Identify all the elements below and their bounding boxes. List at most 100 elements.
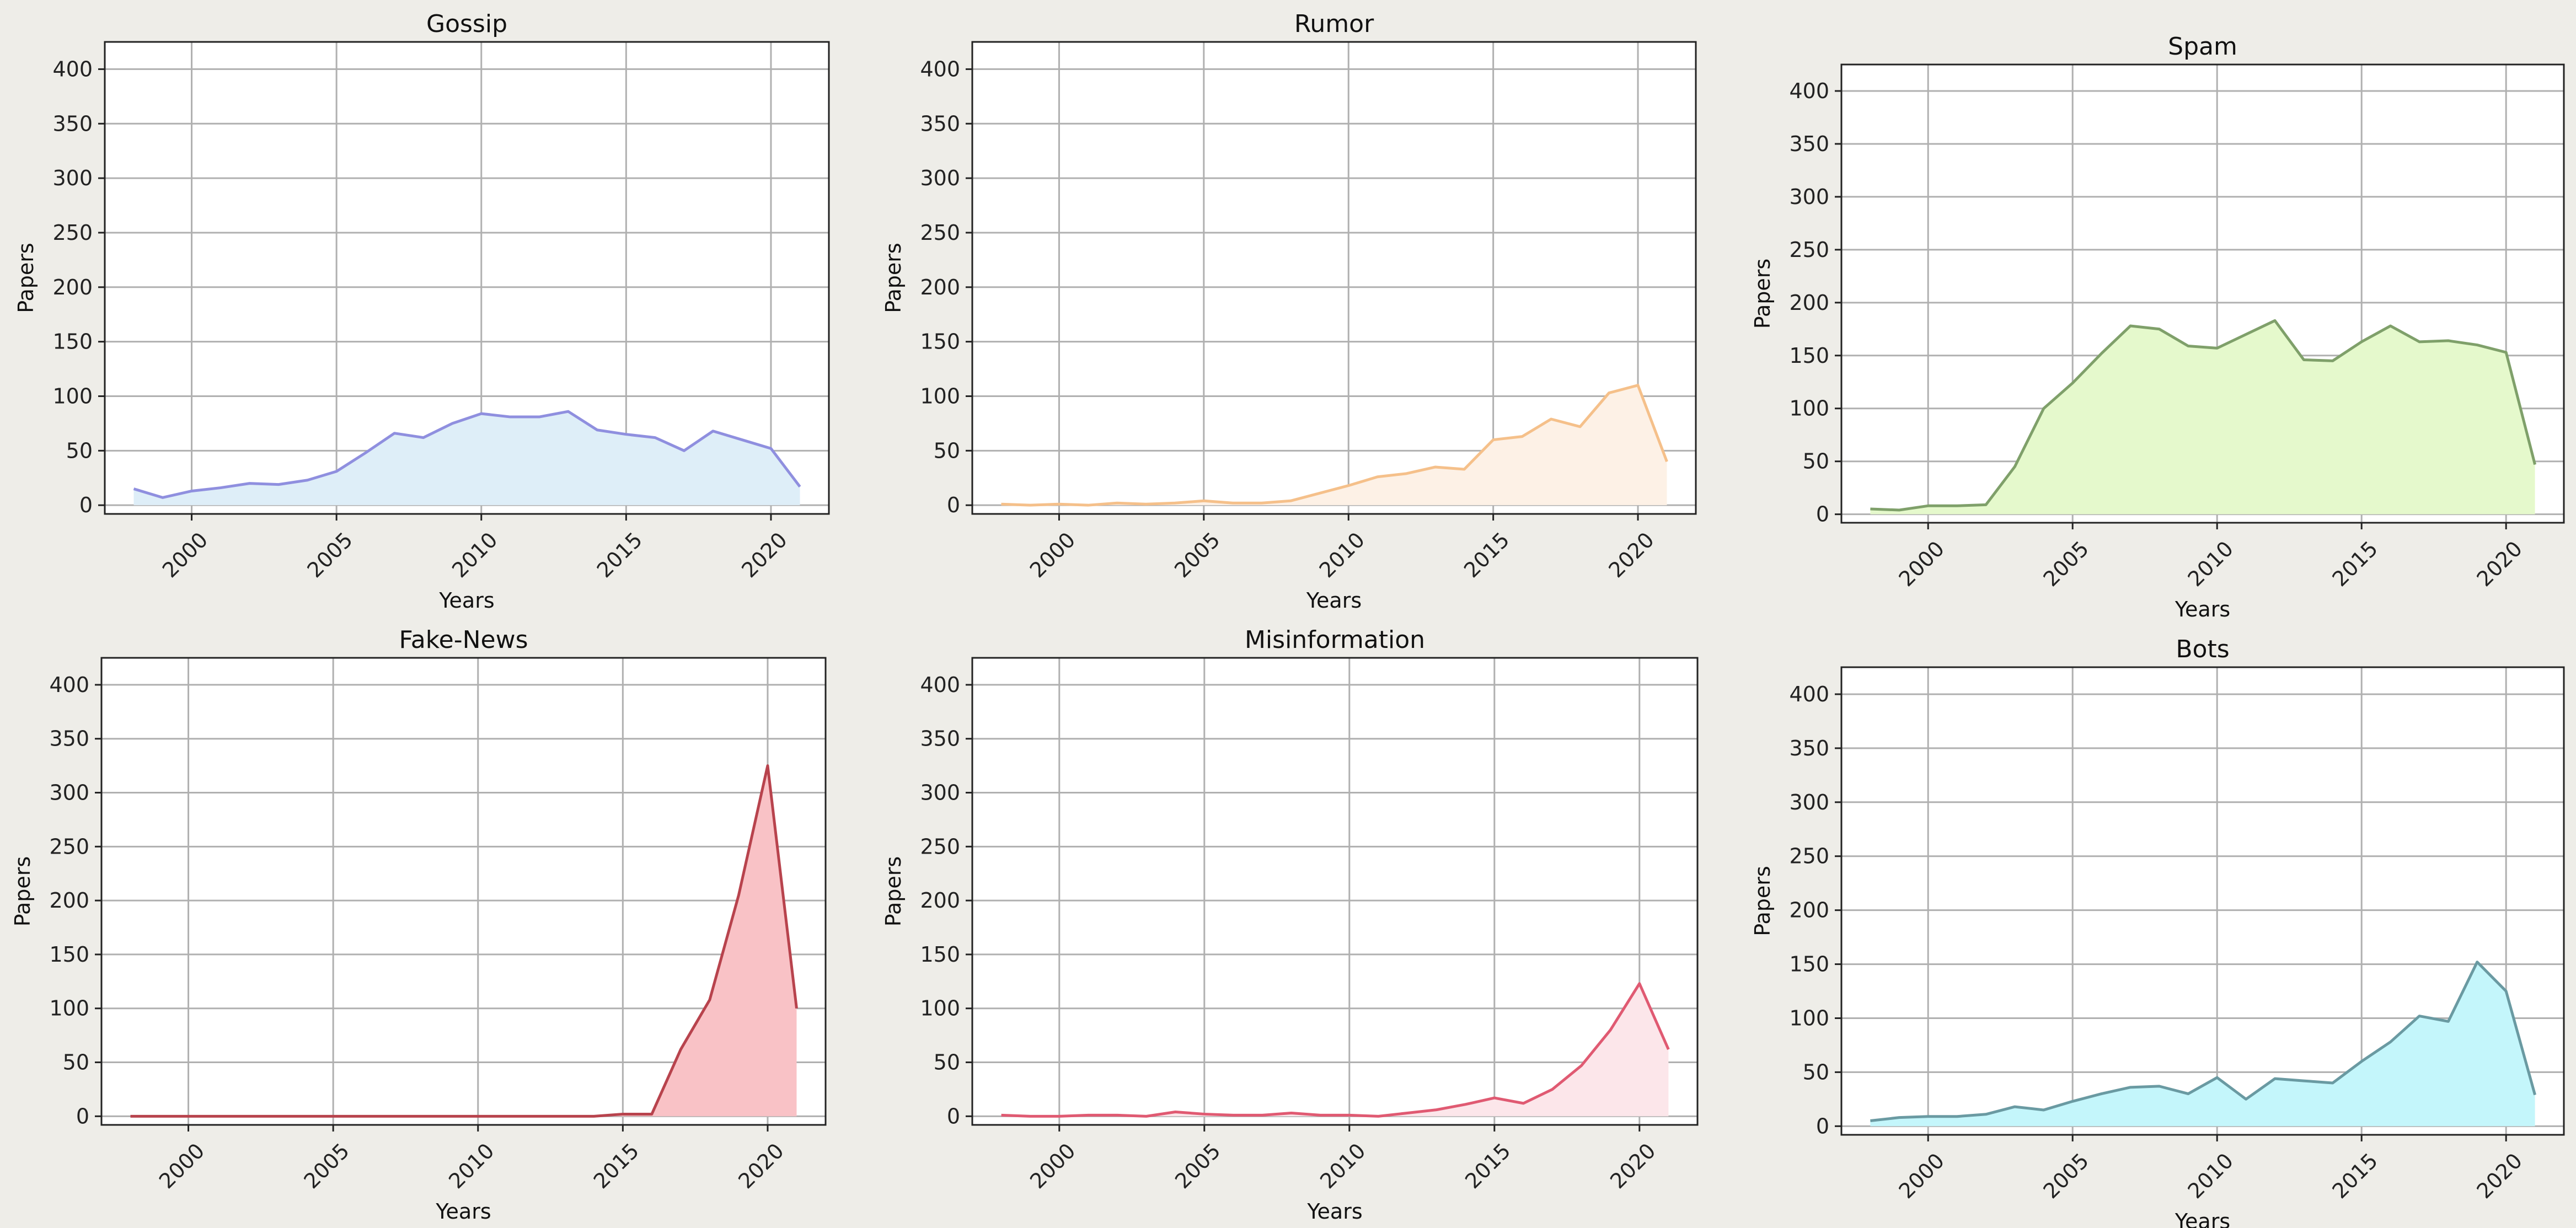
chart-rumor-point [1230, 501, 1235, 505]
chart-fake-news-title: Fake-News [399, 626, 528, 654]
chart-spam-xtick-label: 2015 [2328, 537, 2383, 592]
chart-spam-title: Spam [2168, 33, 2237, 61]
chart-spam-ytick-label: 250 [1789, 238, 1829, 262]
chart-gossip-point [248, 481, 252, 486]
chart-gossip-point [595, 428, 599, 432]
chart-spam-point [2301, 357, 2306, 362]
chart-misinformation-point [1347, 1113, 1352, 1117]
chart-misinformation-xtick-label: 2005 [1170, 1139, 1225, 1194]
chart-misinformation-series-line [1001, 982, 1670, 1118]
chart-fake-news-point [534, 1114, 538, 1118]
chart-rumor-ytick-label: 100 [920, 384, 960, 408]
chart-spam-series-line [1870, 319, 2537, 512]
chart-bots-point [2417, 1014, 2422, 1018]
chart-misinformation-xtick-label: 2000 [1025, 1139, 1080, 1194]
chart-misinformation-point [1637, 982, 1642, 986]
chart-misinformation-ytick-label: 200 [920, 888, 960, 913]
chart-fake-news-ytick-label: 150 [49, 942, 89, 967]
chart-fake-news-point [794, 1006, 799, 1011]
chart-spam-point [2359, 340, 2364, 344]
chart-bots-ytick-label: 200 [1789, 898, 1829, 923]
chart-spam-xtick-label: 2020 [2472, 537, 2527, 592]
chart-misinformation-point [1202, 1112, 1207, 1116]
chart-fake-news-point [360, 1114, 365, 1118]
chart-fake-news-point [476, 1114, 480, 1118]
chart-bots-point [1897, 1116, 1902, 1120]
chart-bots-point [2388, 1040, 2393, 1044]
chart-misinformation-xtick-label: 2015 [1460, 1139, 1515, 1194]
chart-gossip-point [218, 486, 223, 490]
chart-misinformation-title: Misinformation [1245, 626, 1425, 654]
chart-bots-point [2301, 1079, 2306, 1083]
chart-spam-point [2157, 327, 2161, 331]
chart-rumor-xtick-label: 2015 [1459, 528, 1514, 583]
chart-spam-point [2446, 339, 2450, 343]
chart-rumor-frame [971, 41, 1697, 515]
chart-gossip-point [160, 495, 165, 500]
chart-spam-point [1955, 503, 1959, 508]
chart-gossip-xtick-label: 2020 [737, 528, 792, 583]
chart-misinformation-ytick-label: 150 [920, 942, 960, 967]
chart-bots-xtick-label: 2020 [2472, 1149, 2527, 1204]
chart-gossip-point [421, 436, 426, 440]
chart-misinformation-point [1086, 1113, 1090, 1117]
chart-fake-news-point [244, 1114, 249, 1118]
chart-misinformation-point [1550, 1087, 1555, 1091]
chart-fake-news-point [418, 1114, 422, 1118]
chart-gossip-point [508, 415, 512, 419]
chart-gossip-point [769, 446, 773, 451]
chart-gossip-point [306, 478, 310, 482]
chart-fake-news-xtick-label: 2005 [299, 1139, 355, 1194]
chart-spam-point [2186, 344, 2191, 348]
chart-rumor-point [1549, 417, 1554, 421]
chart-gossip-point [132, 487, 136, 491]
chart-spam-point [2215, 346, 2219, 350]
chart-gossip-point [682, 448, 686, 453]
chart-rumor-xtick-label: 2020 [1604, 528, 1659, 583]
chart-misinformation-point [1666, 1047, 1670, 1052]
chart-gossip-point [190, 489, 194, 493]
chart-fake-news-ytick-label: 50 [63, 1050, 89, 1075]
chart-rumor-point [999, 502, 1003, 506]
chart-gossip-point [740, 438, 744, 442]
chart-fake-news-ytick-label: 100 [49, 996, 89, 1021]
chart-rumor-ytick-label: 150 [920, 330, 960, 354]
chart-spam-point [2273, 318, 2277, 323]
chart-gossip-ytick-label: 400 [52, 57, 93, 81]
chart-fake-news-point [650, 1112, 654, 1116]
chart-rumor-ylabel: Papers [881, 243, 906, 313]
chart-fake-news-frame [100, 657, 827, 1126]
chart-misinformation-frame [971, 657, 1699, 1126]
chart-fake-news-point [736, 893, 741, 897]
chart-rumor-area-fill [1001, 385, 1667, 506]
chart-misinformation-point [1057, 1114, 1062, 1118]
chart-fake-news-series-line [130, 764, 798, 1118]
chart-rumor-point [1520, 435, 1524, 439]
chart-gossip-point [392, 431, 397, 436]
chart-fake-news-point [447, 1114, 451, 1118]
chart-bots-point [2446, 1019, 2450, 1023]
chart-rumor-xtick-label: 2005 [1170, 528, 1225, 583]
chart-spam-ytick-label: 350 [1789, 132, 1829, 156]
chart-bots-xlabel: Years [2175, 1209, 2230, 1228]
chart-spam-point [2244, 332, 2248, 336]
chart-gossip-series-line [133, 410, 801, 499]
chart-bots-point [1868, 1119, 1872, 1123]
chart-fake-news-point [505, 1114, 509, 1118]
chart-bots-point [2215, 1075, 2219, 1080]
chart-rumor-xtick-label: 2000 [1025, 528, 1080, 583]
chart-misinformation-point [1318, 1113, 1322, 1117]
chart-misinformation-point [1144, 1114, 1149, 1118]
chart-misinformation-point [1521, 1101, 1525, 1106]
chart-rumor-point [1491, 438, 1496, 442]
chart-bots-ytick-label: 350 [1789, 736, 1829, 760]
chart-spam-xlabel: Years [2175, 597, 2230, 621]
chart-bots-point [2533, 1093, 2537, 1097]
chart-misinformation-ytick-label: 50 [934, 1050, 960, 1075]
chart-bots: 0 50 100 150 200 250 300 350 400 2000 2005 2010 2015… [1750, 635, 2565, 1228]
chart-gossip-point [797, 485, 802, 489]
chart-misinformation-ytick-label: 350 [920, 727, 960, 751]
chart-bots-title: Bots [2176, 635, 2229, 663]
chart-gossip-xlabel: Years [438, 588, 494, 613]
chart-bots-ytick-label: 400 [1789, 682, 1829, 706]
